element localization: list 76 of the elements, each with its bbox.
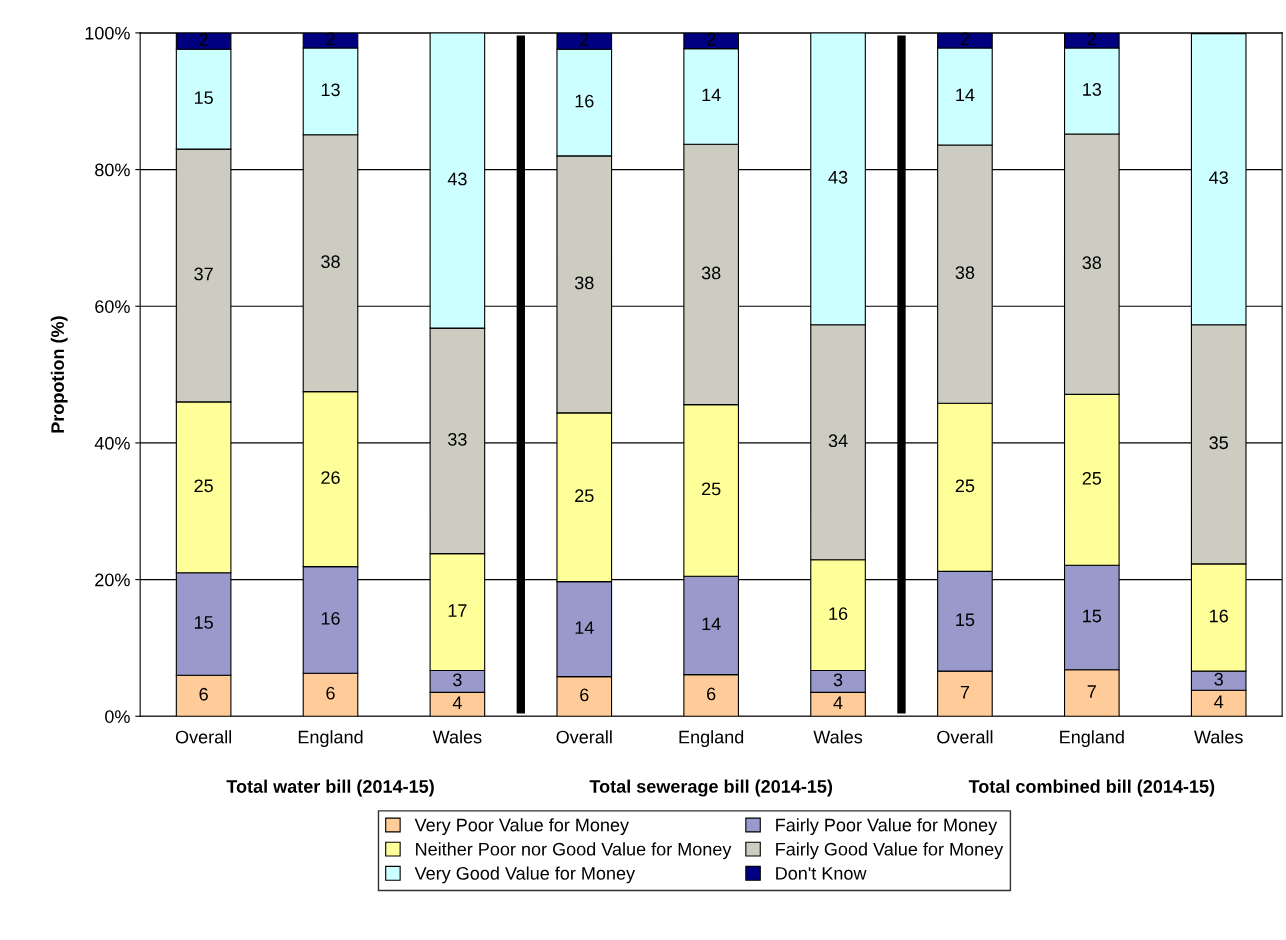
data-label: 26 [321,471,340,484]
data-label: 37 [194,267,213,281]
legend-label: Very Good Value for Money [414,866,636,884]
data-label: 16 [321,611,340,625]
data-label: 43 [1209,171,1228,184]
data-label: 4 [1214,695,1224,708]
data-label: 14 [702,88,721,102]
data-label: 14 [575,621,594,634]
legend-label: Don't Know [776,867,867,880]
data-label: 38 [701,266,721,280]
data-label: 16 [575,94,594,108]
data-label: 15 [194,91,213,105]
x-tick-label: England [1060,730,1124,747]
data-label: 34 [828,434,848,448]
data-label: 33 [448,432,467,446]
y-tick-label: 0% [105,710,130,723]
data-label: 4 [833,696,843,709]
legend-label: Fairly Poor Value for Money [776,818,998,836]
x-tick-label: Overall [175,730,232,744]
x-tick-label: Overall [937,730,993,744]
data-label: 6 [326,686,335,700]
data-label: 2 [580,33,589,46]
data-label: 6 [580,688,589,702]
legend-label: Neither Poor nor Good Value for Money [416,842,732,860]
x-tick-label: Wales [813,730,863,744]
data-label: 16 [1210,609,1228,623]
data-label: 2 [326,32,335,46]
x-tick-label: England [298,730,363,747]
data-label: 6 [199,687,208,701]
y-tick-label: 60% [95,300,130,313]
data-label: 43 [447,172,467,186]
legend-label: Very Poor Value for Money [414,818,629,836]
data-label: 7 [1087,685,1096,698]
data-label: 25 [702,482,721,496]
y-axis-title: Propotion (%) [50,316,68,433]
data-label: 3 [833,673,843,687]
x-tick-label: Wales [1194,730,1243,744]
data-label: 7 [960,685,970,699]
data-label: 14 [702,617,721,631]
data-label: 43 [828,170,848,184]
data-label: 25 [1082,471,1102,485]
data-label: 14 [956,88,975,102]
x-tick-label: Wales [432,730,482,744]
data-label: 25 [194,479,213,493]
x-tick-label: England [679,730,744,747]
data-label: 38 [574,276,594,290]
data-label: 3 [453,673,462,687]
y-tick-label: 40% [94,436,130,450]
data-label: 2 [1087,32,1096,46]
data-label: 2 [199,33,208,46]
data-label: 2 [707,32,716,46]
data-label: 16 [829,607,848,620]
data-label: 15 [194,616,213,629]
data-label: 35 [1209,436,1228,450]
text: Total combined bill (2014-15) [968,779,1215,797]
data-label: 13 [1083,83,1102,96]
data-label: 38 [955,266,975,279]
data-label: 13 [321,83,340,97]
data-label: 3 [1214,672,1223,686]
y-tick-label: 20% [95,573,130,587]
text: Total sewerage bill (2014-15) [589,779,833,797]
data-label: 25 [955,479,975,493]
data-label: 25 [575,489,594,503]
data-label: 6 [707,687,716,701]
text: Total water bill (2014-15) [226,779,434,797]
data-label: 15 [956,613,975,627]
y-tick-label: 100% [85,26,130,40]
data-label: 38 [321,255,340,269]
data-label: 2 [960,32,970,46]
data-label: 15 [1083,609,1102,623]
x-tick-label: Overall [556,730,612,744]
data-label: 4 [452,696,462,709]
data-label: 17 [448,604,467,617]
data-label: 38 [1082,256,1102,270]
legend-label: Fairly Good Value for Money [776,842,1004,860]
y-tick-label: 80% [95,163,130,177]
